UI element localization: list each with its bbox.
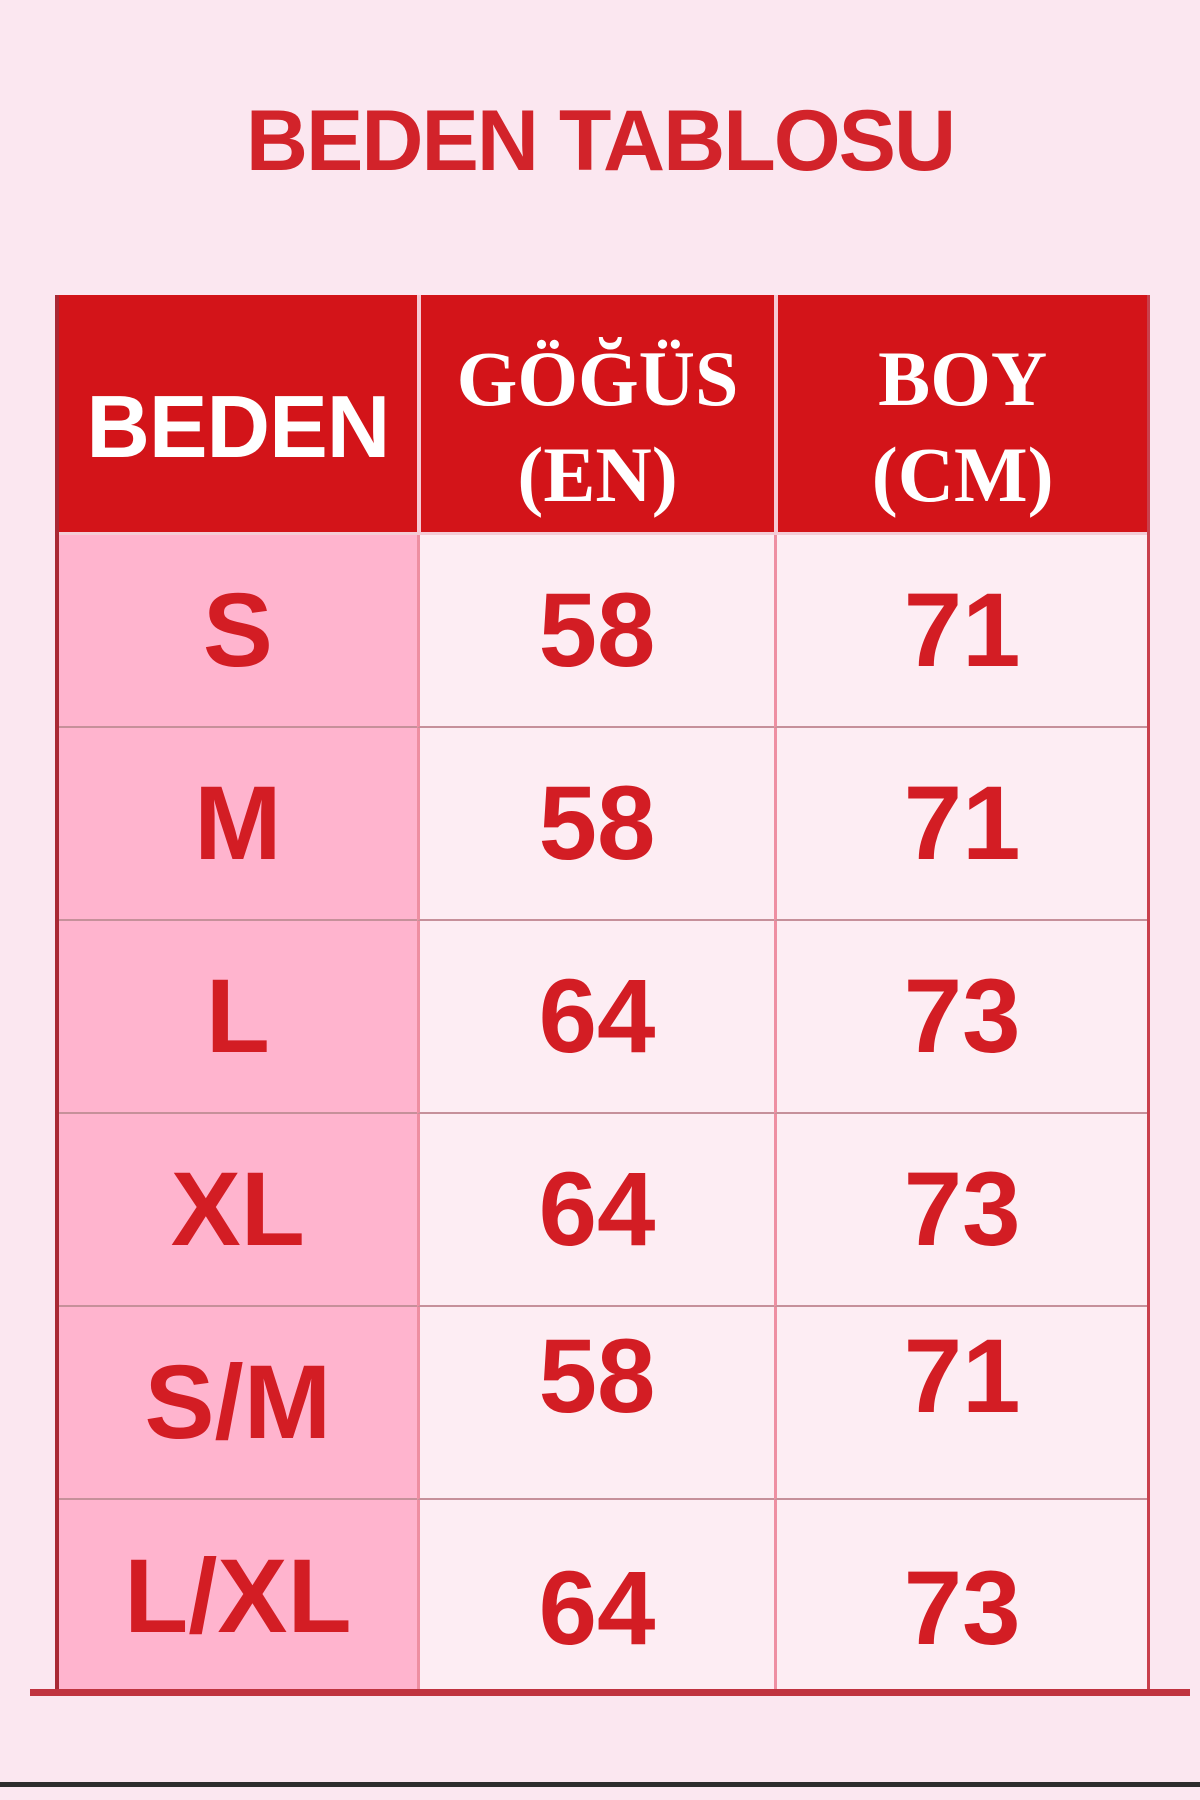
- header-chest-line1: GÖĞÜS: [456, 335, 739, 423]
- cell-size: M: [59, 728, 417, 921]
- chest-value: 58: [538, 571, 656, 689]
- cell-chest: 58: [416, 535, 775, 728]
- length-value: 71: [903, 571, 1021, 689]
- chest-value: 58: [538, 1317, 656, 1435]
- table-row: L/XL 64 73: [59, 1500, 1147, 1693]
- cell-length: 71: [774, 1307, 1147, 1500]
- cell-length: 71: [774, 728, 1147, 921]
- chest-value: 58: [538, 764, 656, 882]
- size-value: S/M: [144, 1343, 332, 1461]
- cell-size: L: [59, 921, 417, 1114]
- screenshot-bottom-edge: [0, 1782, 1200, 1787]
- cell-chest: 58: [416, 728, 775, 921]
- size-value: XL: [170, 1150, 305, 1268]
- cell-size: XL: [59, 1114, 417, 1307]
- table-row: S/M 58 71: [59, 1307, 1147, 1500]
- cell-chest: 58: [416, 1307, 775, 1500]
- size-value: L/XL: [124, 1537, 352, 1655]
- cell-size: L/XL: [59, 1500, 417, 1693]
- cell-size: S/M: [59, 1307, 417, 1500]
- size-value: L: [205, 957, 270, 1075]
- length-value: 71: [903, 764, 1021, 882]
- length-value: 71: [903, 1317, 1021, 1435]
- size-value: M: [194, 764, 282, 882]
- header-cell-size: BEDEN: [59, 295, 417, 535]
- chest-value: 64: [538, 957, 656, 1075]
- table-row: L 64 73: [59, 921, 1147, 1114]
- table-bottom-rule: [30, 1689, 1190, 1696]
- length-value: 73: [903, 1150, 1021, 1268]
- header-cell-chest: GÖĞÜS (EN): [416, 295, 775, 535]
- header-size-label: BEDEN: [86, 376, 390, 476]
- chest-value: 64: [538, 1549, 656, 1667]
- length-value: 73: [903, 957, 1021, 1075]
- size-table: BEDEN GÖĞÜS (EN) BOY (CM) S 58 71 M 58 7…: [55, 295, 1150, 1693]
- length-value: 73: [903, 1549, 1021, 1667]
- header-chest-line2: (EN): [517, 430, 678, 518]
- cell-chest: 64: [416, 1500, 775, 1693]
- header-length-line1: BOY: [878, 335, 1048, 423]
- size-value: S: [202, 571, 273, 689]
- table-header-row: BEDEN GÖĞÜS (EN) BOY (CM): [59, 295, 1147, 535]
- page-title: BEDEN TABLOSU: [245, 93, 956, 189]
- cell-length: 73: [774, 1114, 1147, 1307]
- cell-size: S: [59, 535, 417, 728]
- table-row: XL 64 73: [59, 1114, 1147, 1307]
- cell-length: 73: [774, 921, 1147, 1114]
- cell-chest: 64: [416, 921, 775, 1114]
- header-cell-length: BOY (CM): [774, 295, 1147, 535]
- cell-length: 73: [774, 1500, 1147, 1693]
- header-length-line2: (CM): [871, 430, 1054, 518]
- table-row: M 58 71: [59, 728, 1147, 921]
- cell-length: 71: [774, 535, 1147, 728]
- chest-value: 64: [538, 1150, 656, 1268]
- cell-chest: 64: [416, 1114, 775, 1307]
- table-row: S 58 71: [59, 535, 1147, 728]
